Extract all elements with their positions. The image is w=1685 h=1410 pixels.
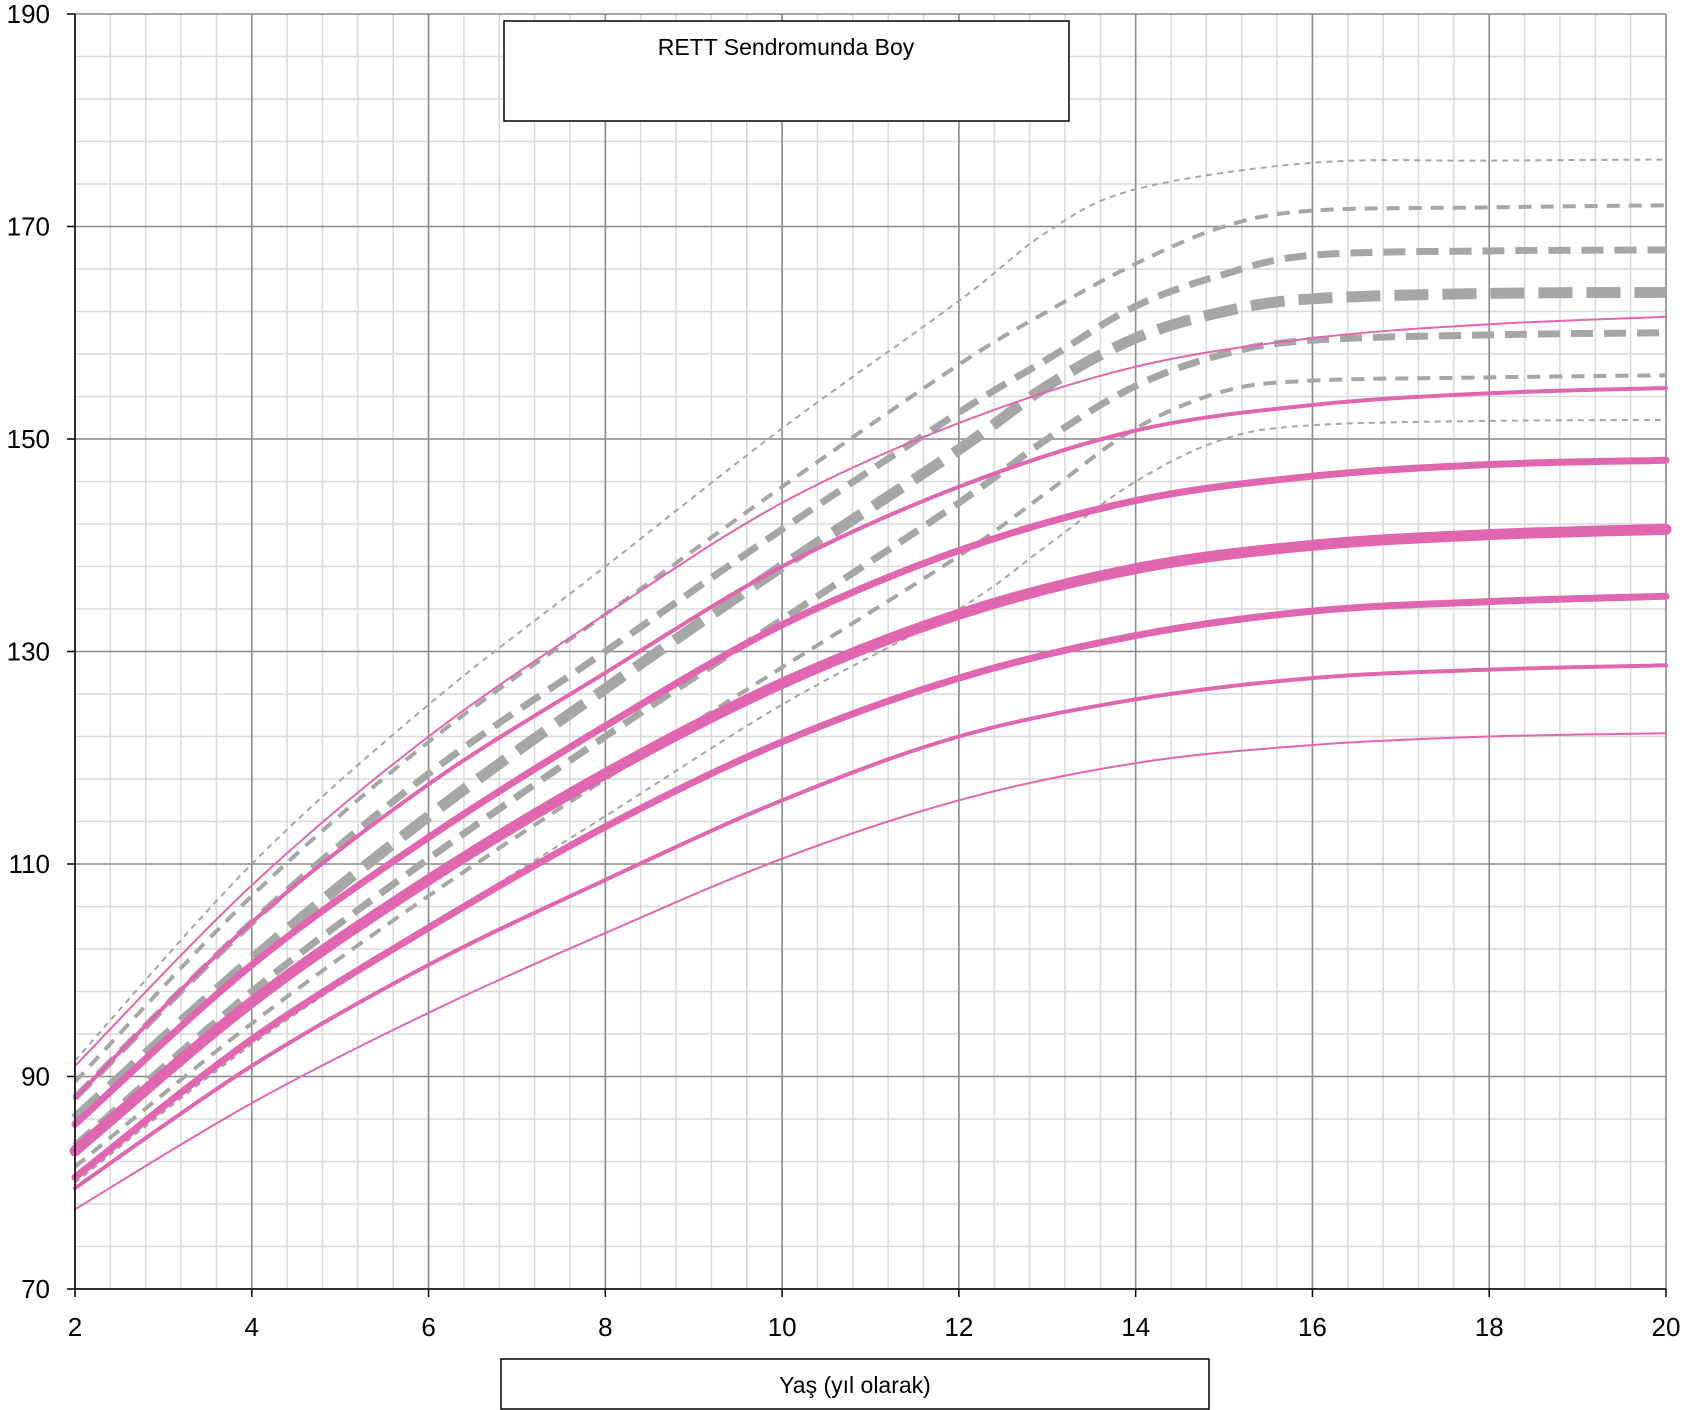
chart-title: RETT Sendromunda Boy bbox=[658, 34, 915, 60]
reference-curve-4 bbox=[72, 329, 1667, 1149]
y-tick-label: 90 bbox=[21, 1062, 50, 1092]
x-tick-label: 10 bbox=[768, 1312, 797, 1342]
y-tick-labels: 70 90 110 130 150 170 190 bbox=[7, 0, 50, 1304]
x-tick-label: 20 bbox=[1652, 1312, 1681, 1342]
rett-curve-13 bbox=[74, 732, 1667, 1211]
y-tick-label: 190 bbox=[7, 0, 50, 29]
rett-curve-7 bbox=[74, 315, 1667, 1067]
rett-percentile-curves bbox=[69, 315, 1672, 1211]
reference-curve-2 bbox=[72, 246, 1667, 1101]
x-axis-label: Yaş (yıl olarak) bbox=[779, 1372, 931, 1398]
x-tick-label: 4 bbox=[245, 1312, 259, 1342]
rett-curve-11 bbox=[71, 592, 1670, 1181]
y-tick-label: 70 bbox=[21, 1274, 50, 1304]
y-tick-label: 170 bbox=[7, 212, 50, 242]
x-tick-label: 6 bbox=[421, 1312, 435, 1342]
x-tick-label: 18 bbox=[1475, 1312, 1504, 1342]
rett-curve-8 bbox=[73, 386, 1668, 1100]
x-tick-label: 8 bbox=[598, 1312, 612, 1342]
x-tick-label: 2 bbox=[68, 1312, 82, 1342]
x-tick-label: 16 bbox=[1298, 1312, 1327, 1342]
x-tick-label: 12 bbox=[944, 1312, 973, 1342]
x-tick-label: 14 bbox=[1121, 1312, 1150, 1342]
reference-curve-0 bbox=[74, 158, 1667, 1062]
reference-curve-3 bbox=[71, 286, 1667, 1124]
reference-curve-1 bbox=[73, 203, 1667, 1084]
reference-curve-5 bbox=[73, 373, 1667, 1169]
y-tick-label: 130 bbox=[7, 637, 50, 667]
y-tick-label: 150 bbox=[7, 424, 50, 454]
title-box: RETT Sendromunda Boy bbox=[503, 20, 1070, 122]
rett-curve-9 bbox=[71, 456, 1670, 1128]
y-tick-label: 110 bbox=[9, 849, 50, 879]
x-tick-labels: 2 4 6 8 10 12 14 16 18 20 bbox=[68, 1312, 1681, 1342]
axes bbox=[67, 13, 1667, 1297]
rett-curve-12 bbox=[73, 663, 1668, 1191]
x-axis-label-box: Yaş (yıl olarak) bbox=[500, 1358, 1210, 1410]
rett-curve-10 bbox=[69, 523, 1672, 1157]
